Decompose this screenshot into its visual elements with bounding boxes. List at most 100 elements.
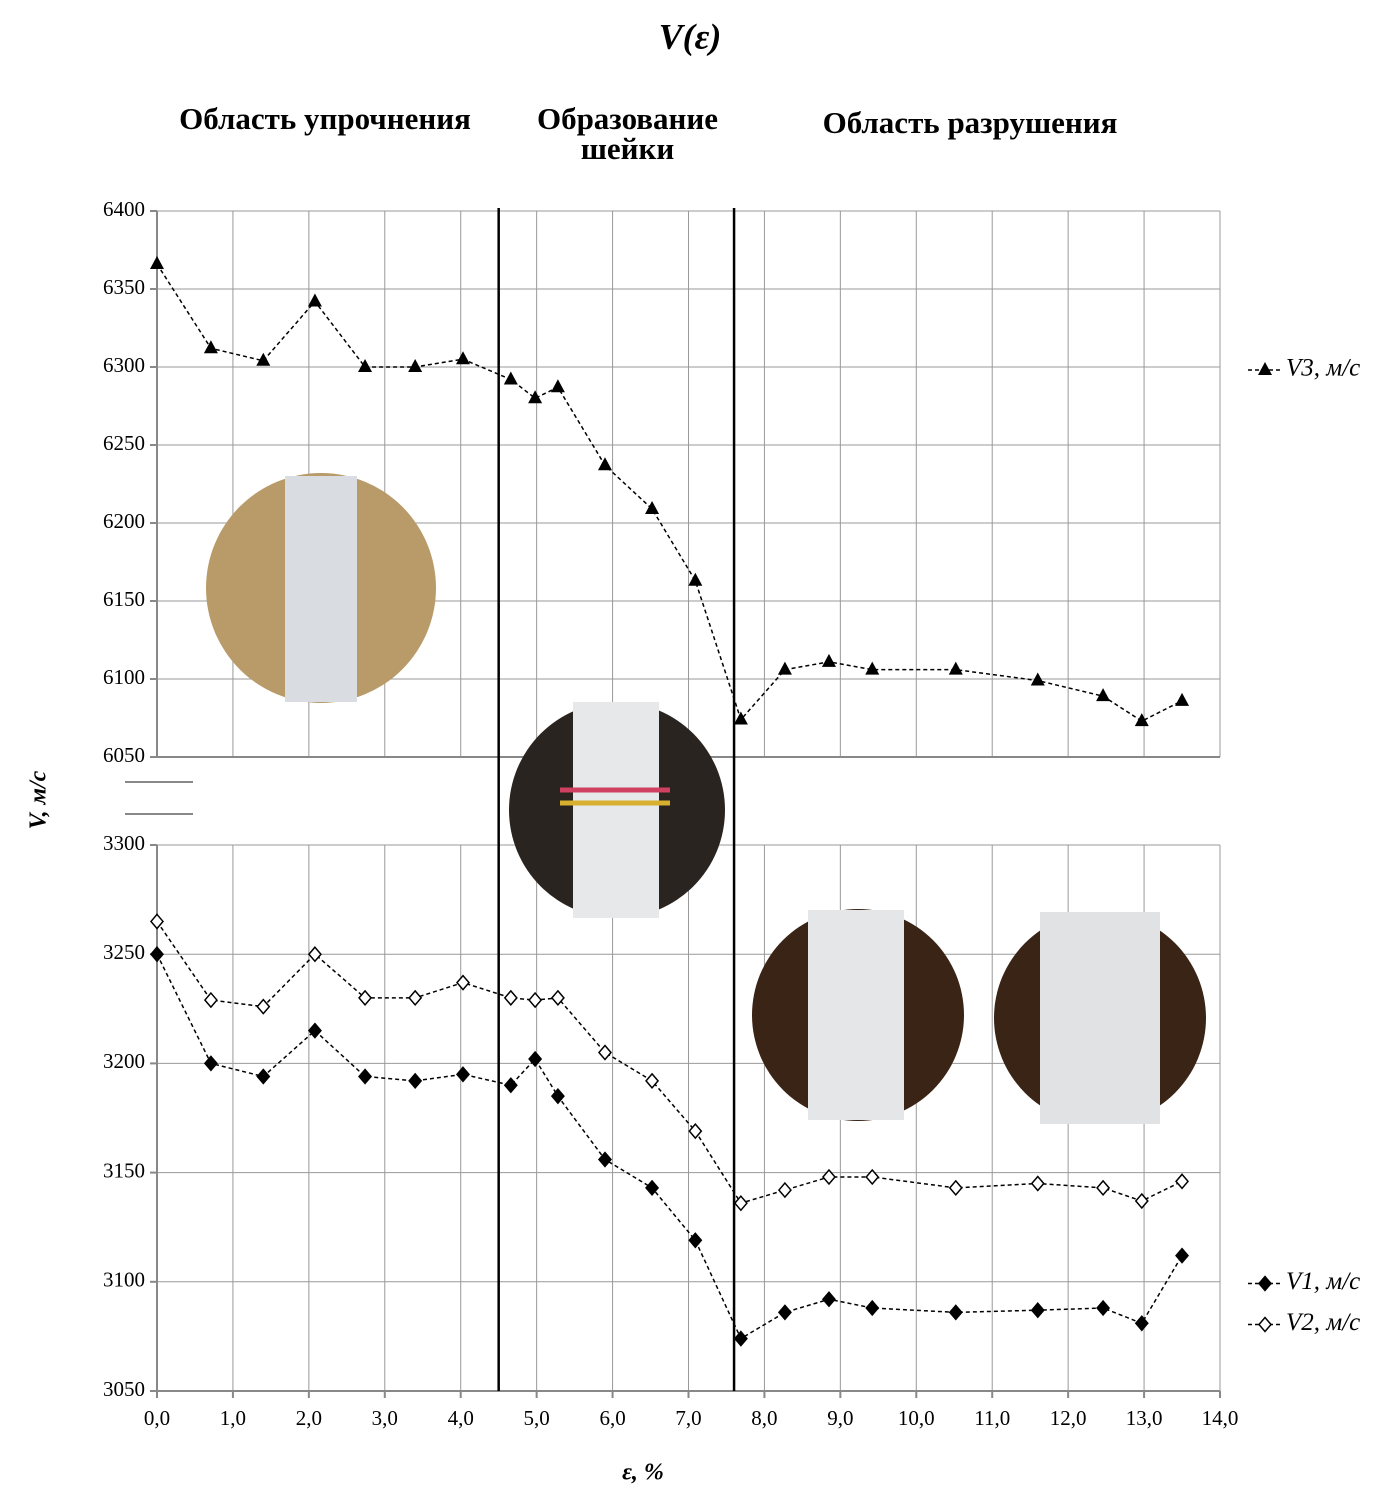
plot-area: 6050610061506200625063006350640030503100… <box>103 197 1360 1430</box>
chart-title: V(ε) <box>659 16 722 56</box>
marker <box>529 993 541 1007</box>
marker <box>865 662 879 675</box>
marker <box>778 662 792 675</box>
marker <box>151 914 163 928</box>
marker <box>866 1170 878 1184</box>
photo-strip <box>1040 912 1160 1124</box>
y-tick-label: 3100 <box>103 1268 145 1292</box>
marker <box>688 573 702 586</box>
marker <box>528 390 542 403</box>
photo-strip <box>573 702 659 918</box>
y-tick-label: 3250 <box>103 940 145 964</box>
marker <box>409 1074 421 1088</box>
x-tick-label: 11,0 <box>974 1406 1010 1430</box>
marker <box>408 359 422 372</box>
x-tick-label: 12,0 <box>1050 1406 1087 1430</box>
photo-strip <box>808 910 904 1120</box>
photos <box>206 473 1206 1124</box>
marker <box>599 1045 611 1059</box>
marker <box>950 1181 962 1195</box>
region-label: Область упрочнения <box>170 104 480 134</box>
marker <box>457 976 469 990</box>
y-tick-label: 3200 <box>103 1049 145 1073</box>
x-tick-label: 5,0 <box>524 1406 550 1430</box>
marker <box>1097 1301 1109 1315</box>
marker <box>257 1070 269 1084</box>
marker <box>359 991 371 1005</box>
marker <box>823 1170 835 1184</box>
marker <box>151 947 163 961</box>
marker <box>309 947 321 961</box>
marker <box>359 1070 371 1084</box>
marker <box>1135 713 1149 726</box>
x-tick-label: 0,0 <box>144 1406 170 1430</box>
chart: V(ε) V, м/с ε, % 60506100615062006250630… <box>0 0 1396 1491</box>
x-tick-label: 14,0 <box>1202 1406 1239 1430</box>
x-tick-label: 4,0 <box>448 1406 474 1430</box>
legend-label: V2, м/с <box>1286 1309 1360 1336</box>
marker <box>505 1078 517 1092</box>
x-tick-label: 13,0 <box>1126 1406 1163 1430</box>
marker <box>735 1332 747 1346</box>
x-tick-label: 9,0 <box>827 1406 853 1430</box>
y-axis-label: V, м/с <box>26 770 52 829</box>
marker <box>309 1024 321 1038</box>
marker <box>1136 1194 1148 1208</box>
marker <box>205 1056 217 1070</box>
x-tick-label: 2,0 <box>296 1406 322 1430</box>
marker <box>866 1301 878 1315</box>
x-tick-label: 1,0 <box>220 1406 246 1430</box>
y-tick-label: 6200 <box>103 509 145 533</box>
marker <box>645 501 659 514</box>
marker <box>204 340 218 353</box>
marker <box>822 654 836 667</box>
marker <box>1136 1316 1148 1330</box>
page: V(ε) V, м/с ε, % 60506100615062006250630… <box>0 0 1396 1491</box>
x-tick-label: 8,0 <box>751 1406 777 1430</box>
marker <box>1175 693 1189 706</box>
marker <box>1176 1249 1188 1263</box>
marker <box>529 1052 541 1066</box>
marker <box>551 379 565 392</box>
marker <box>150 256 164 269</box>
marker <box>409 991 421 1005</box>
marker <box>205 993 217 1007</box>
legend-marker <box>1259 1318 1271 1332</box>
marker <box>1032 1303 1044 1317</box>
marker <box>505 991 517 1005</box>
y-tick-label: 6300 <box>103 353 145 377</box>
region-label: Область разрушения <box>800 108 1140 138</box>
y-tick-label: 3150 <box>103 1158 145 1182</box>
marker <box>1032 1177 1044 1191</box>
x-tick-label: 6,0 <box>599 1406 625 1430</box>
x-tick-label: 10,0 <box>898 1406 935 1430</box>
x-tick-label: 7,0 <box>675 1406 701 1430</box>
marker <box>779 1305 791 1319</box>
marker <box>1097 1181 1109 1195</box>
marker <box>504 371 518 384</box>
marker <box>949 662 963 675</box>
y-tick-label: 6100 <box>103 665 145 689</box>
legend-marker <box>1258 362 1272 375</box>
legend-label: V3, м/с <box>1286 355 1360 382</box>
y-tick-label: 6400 <box>103 197 145 221</box>
y-tick-label: 3300 <box>103 831 145 855</box>
y-tick-label: 6350 <box>103 275 145 299</box>
x-tick-label: 3,0 <box>372 1406 398 1430</box>
legend-marker <box>1259 1277 1271 1291</box>
photo-strip <box>285 476 357 702</box>
x-axis-label: ε, % <box>622 1460 664 1486</box>
legend-label: V1, м/с <box>1286 1268 1360 1295</box>
marker <box>358 359 372 372</box>
region-label: Образование шейки <box>530 104 725 164</box>
axis-break <box>125 782 193 814</box>
y-tick-label: 6050 <box>103 743 145 767</box>
y-tick-label: 3050 <box>103 1377 145 1401</box>
marker <box>457 1067 469 1081</box>
marker <box>456 351 470 364</box>
marker <box>735 1196 747 1210</box>
y-tick-label: 6150 <box>103 587 145 611</box>
marker <box>598 457 612 470</box>
marker <box>308 293 322 306</box>
marker <box>1176 1174 1188 1188</box>
